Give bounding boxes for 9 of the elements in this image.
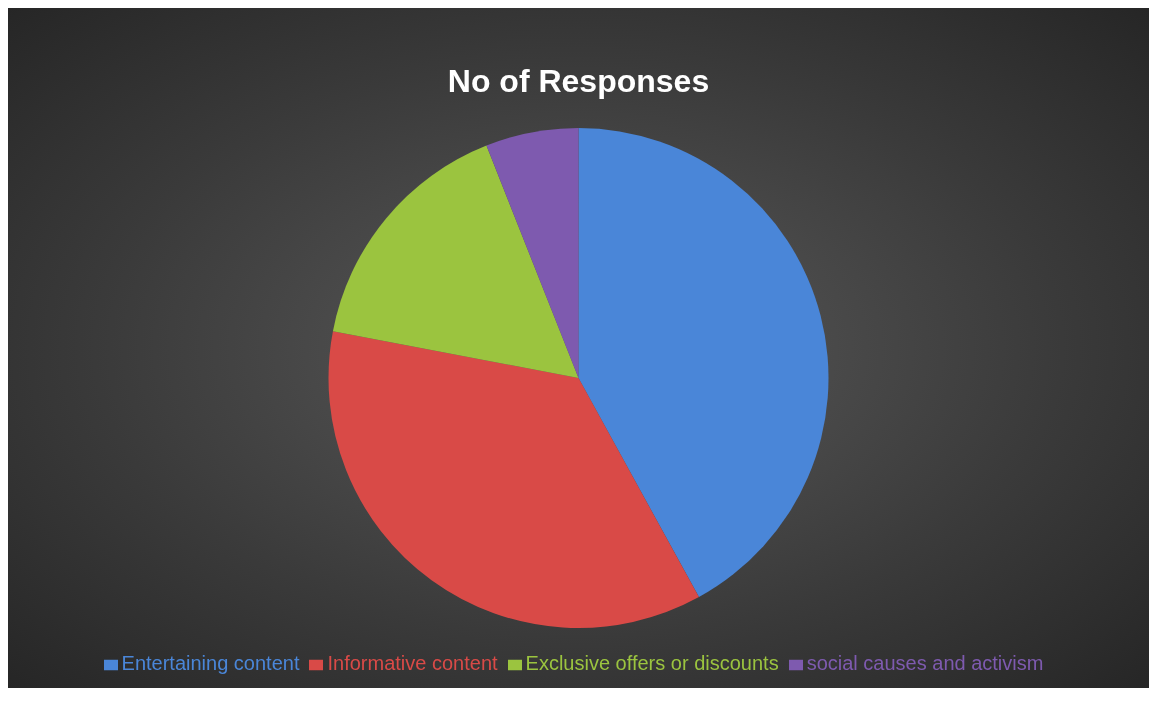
pie-slice	[578, 128, 829, 598]
pie-slice	[328, 331, 699, 628]
legend-label: Informative content	[327, 652, 498, 674]
legend-label: social causes and activism	[806, 652, 1044, 674]
pie-slice	[486, 128, 579, 378]
legend-label: Exclusive offers or discounts	[525, 652, 779, 674]
legend-label: Entertaining content	[121, 652, 300, 674]
chart-title: No of Responses	[446, 63, 711, 100]
pie-slice	[332, 145, 579, 378]
